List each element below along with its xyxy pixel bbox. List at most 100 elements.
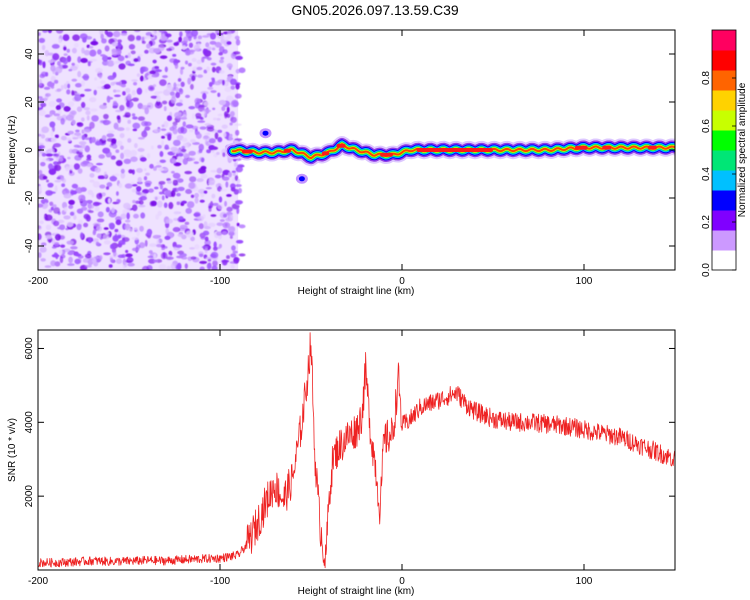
noise-blob (70, 246, 78, 250)
noise-blob (128, 169, 133, 174)
noise-blob (161, 124, 165, 128)
noise-blob (67, 83, 71, 89)
noise-blob (75, 82, 82, 88)
noise-blob (208, 206, 212, 212)
noise-blob (222, 176, 230, 181)
snr-panel: -200 -100 0 100 2000 4000 6000 Height of strai… (7, 329, 676, 597)
noise-blob (235, 166, 243, 173)
noise-blob (229, 122, 233, 126)
noise-blob (40, 161, 46, 167)
noise-blob (128, 228, 133, 233)
noise-blob (189, 176, 197, 183)
ridge-peak (647, 145, 657, 150)
noise-blob (57, 161, 61, 165)
noise-blob (205, 257, 214, 260)
noise-blob (170, 190, 176, 198)
noise-blob (211, 66, 216, 73)
noise-blob (88, 238, 93, 244)
snr-background (38, 330, 675, 570)
colorbar-swatch (712, 210, 736, 231)
noise-blob (125, 87, 131, 94)
noise-blob (126, 212, 130, 220)
noise-blob (184, 263, 188, 270)
noise-blob (151, 74, 160, 78)
noise-blob (218, 52, 223, 56)
snr-frame (37, 329, 676, 571)
colorbar-frame (711, 29, 737, 271)
noise-blob (94, 140, 102, 146)
noise-blob (213, 241, 217, 248)
noise-blob (234, 175, 239, 181)
noise-blob (136, 181, 143, 185)
noise-blob (124, 261, 128, 268)
noise-blob (220, 38, 225, 44)
noise-blob (73, 42, 79, 48)
noise-blob (159, 159, 167, 163)
noise-blob (60, 117, 65, 125)
noise-blob (77, 56, 82, 63)
noise-blob (81, 117, 85, 122)
noise-blob (156, 161, 162, 165)
colorbar-tick-label: 0.8 (701, 71, 712, 85)
noise-blob (144, 180, 152, 186)
spectrogram-y-tick-label: -20 (24, 190, 35, 205)
noise-blob (194, 131, 200, 135)
noise-blob (131, 113, 136, 117)
noise-blob (151, 30, 157, 37)
noise-blob (139, 195, 147, 201)
noise-blob (235, 68, 241, 74)
noise-blob (68, 256, 73, 264)
noise-blob (66, 240, 74, 245)
noise-blob (84, 88, 92, 92)
ridge-peak (380, 152, 393, 157)
noise-blob (79, 93, 85, 98)
noise-blob (91, 192, 95, 198)
noise-blob (48, 163, 54, 170)
noise-blob (169, 58, 177, 63)
noise-blob (54, 164, 62, 172)
noise-blob (190, 256, 197, 260)
noise-blob (131, 204, 138, 212)
noise-blob (45, 153, 53, 157)
noise-blob (116, 191, 119, 196)
noise-blob (217, 136, 223, 143)
noise-blob (166, 48, 173, 52)
noise-blob (174, 264, 182, 270)
noise-blob (231, 177, 236, 184)
noise-blob (173, 82, 177, 89)
noise-blob (212, 117, 217, 121)
colorbar-tick-label: 0.6 (701, 119, 712, 133)
snr-y-tick-label: 2000 (24, 485, 35, 508)
noise-blob (149, 243, 157, 248)
noise-blob (147, 85, 155, 92)
noise-blob (172, 53, 177, 57)
noise-blob (221, 231, 228, 235)
noise-blob (131, 89, 136, 96)
noise-blob (144, 126, 151, 131)
noise-blob (196, 66, 203, 71)
noise-blob (38, 142, 44, 146)
noise-blob (156, 100, 161, 106)
noise-blob (236, 164, 245, 168)
noise-blob (206, 66, 210, 72)
noise-blob (190, 138, 196, 143)
noise-blob (161, 140, 165, 147)
noise-blob (58, 249, 63, 255)
noise-blob (197, 104, 205, 112)
noise-blob (124, 183, 133, 189)
noise-blob (185, 207, 192, 214)
noise-blob (70, 65, 78, 71)
noise-blob (166, 178, 171, 182)
colorbar-tick-label: 0.4 (701, 167, 712, 181)
noise-blob (218, 243, 222, 249)
noise-blob (181, 45, 187, 51)
noise-blob (222, 222, 231, 229)
noise-blob (94, 77, 98, 81)
noise-blob (44, 50, 50, 57)
noise-blob (38, 169, 43, 176)
noise-blob (140, 66, 146, 72)
noise-blob (202, 92, 207, 100)
noise-blob (132, 116, 138, 120)
noise-blob (133, 30, 141, 33)
colorbar-swatch (712, 50, 736, 71)
